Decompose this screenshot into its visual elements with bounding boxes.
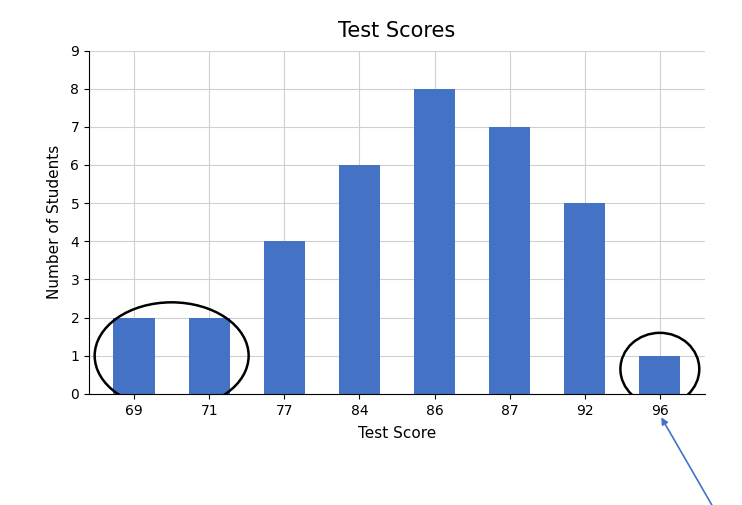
- Bar: [639, 356, 680, 394]
- Bar: [188, 318, 230, 394]
- Title: Test Scores: Test Scores: [338, 21, 456, 40]
- Bar: [339, 165, 380, 394]
- Text: Outlier: Outlier: [662, 419, 742, 505]
- X-axis label: Test Score: Test Score: [358, 426, 436, 441]
- Bar: [564, 203, 605, 394]
- Bar: [114, 318, 155, 394]
- Bar: [414, 89, 455, 394]
- Y-axis label: Number of Students: Number of Students: [47, 145, 62, 299]
- Bar: [489, 127, 531, 394]
- Bar: [263, 241, 305, 394]
